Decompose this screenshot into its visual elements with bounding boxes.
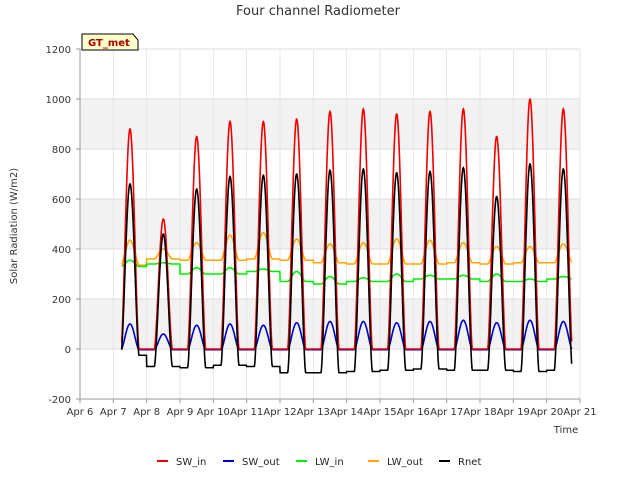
legend-label-lw-in: LW_in [315, 457, 344, 468]
plot-band [80, 299, 580, 349]
x-tick-label: Apr 6 [67, 407, 94, 418]
x-tick-label: Apr 12 [263, 407, 296, 418]
legend-label-rnet: Rnet [458, 457, 481, 468]
series-line-lw-out [120, 231, 573, 267]
y-axis-title: Solar Radiation (W/m2) [9, 168, 20, 284]
x-tick-label: Apr 15 [363, 407, 396, 418]
y-tick-label: 1000 [46, 95, 71, 106]
plot-band [80, 199, 580, 249]
axes [79, 49, 580, 400]
series-line-rnet [120, 162, 573, 374]
x-tick-label: Apr 11 [230, 407, 263, 418]
x-tick-label: Apr 8 [133, 407, 160, 418]
legend-label-lw-out: LW_out [387, 457, 423, 468]
x-tick-label: Apr 19 [497, 407, 530, 418]
x-tick-label: Apr 10 [197, 407, 230, 418]
y-tick-label: 1200 [46, 45, 71, 56]
x-tick-label: Apr 14 [330, 407, 363, 418]
plot-band [80, 49, 580, 99]
series-line-lw-in [121, 259, 572, 285]
y-tick-label: 200 [52, 295, 71, 306]
x-tick-label: Apr 21 [563, 407, 596, 418]
x-tick-label: Apr 13 [297, 407, 330, 418]
badge-label: GT_met [88, 38, 130, 49]
chart-title: Four channel Radiometer [236, 4, 401, 19]
y-tick-label: 800 [52, 145, 71, 156]
plot-band [80, 349, 580, 399]
x-tick-label: Apr 9 [167, 407, 194, 418]
plot-band [80, 99, 580, 149]
x-axis-title: Time [553, 425, 578, 436]
y-tick-label: 600 [52, 195, 71, 206]
x-axis-ticks: Apr 6 Apr 7 Apr 8 Apr 9 Apr 10 Apr 11 Apr 12 Ap… [67, 399, 597, 418]
legend-label-sw-out: SW_out [242, 457, 280, 468]
legend-label-sw-in: SW_in [176, 457, 206, 468]
y-axis-ticks: -200 0 200 400 600 800 1000 1200 [46, 45, 80, 406]
series-lines [120, 97, 573, 374]
x-tick-label: Apr 18 [463, 407, 496, 418]
y-tick-label: 0 [65, 345, 71, 356]
x-tick-label: Apr 16 [397, 407, 430, 418]
plot-area [80, 49, 580, 399]
series-line-sw-in [120, 97, 573, 350]
x-tick-label: Apr 17 [430, 407, 463, 418]
y-tick-label: -200 [48, 395, 71, 406]
x-tick-label: Apr 20 [530, 407, 563, 418]
plot-band [80, 149, 580, 199]
legend: SW_in SW_out LW_in LW_out Rnet [157, 457, 481, 468]
x-tick-label: Apr 7 [100, 407, 127, 418]
station-badge: GT_met [81, 33, 139, 51]
y-tick-label: 400 [52, 245, 71, 256]
badge-box [81, 33, 139, 51]
plot-band [80, 249, 580, 299]
